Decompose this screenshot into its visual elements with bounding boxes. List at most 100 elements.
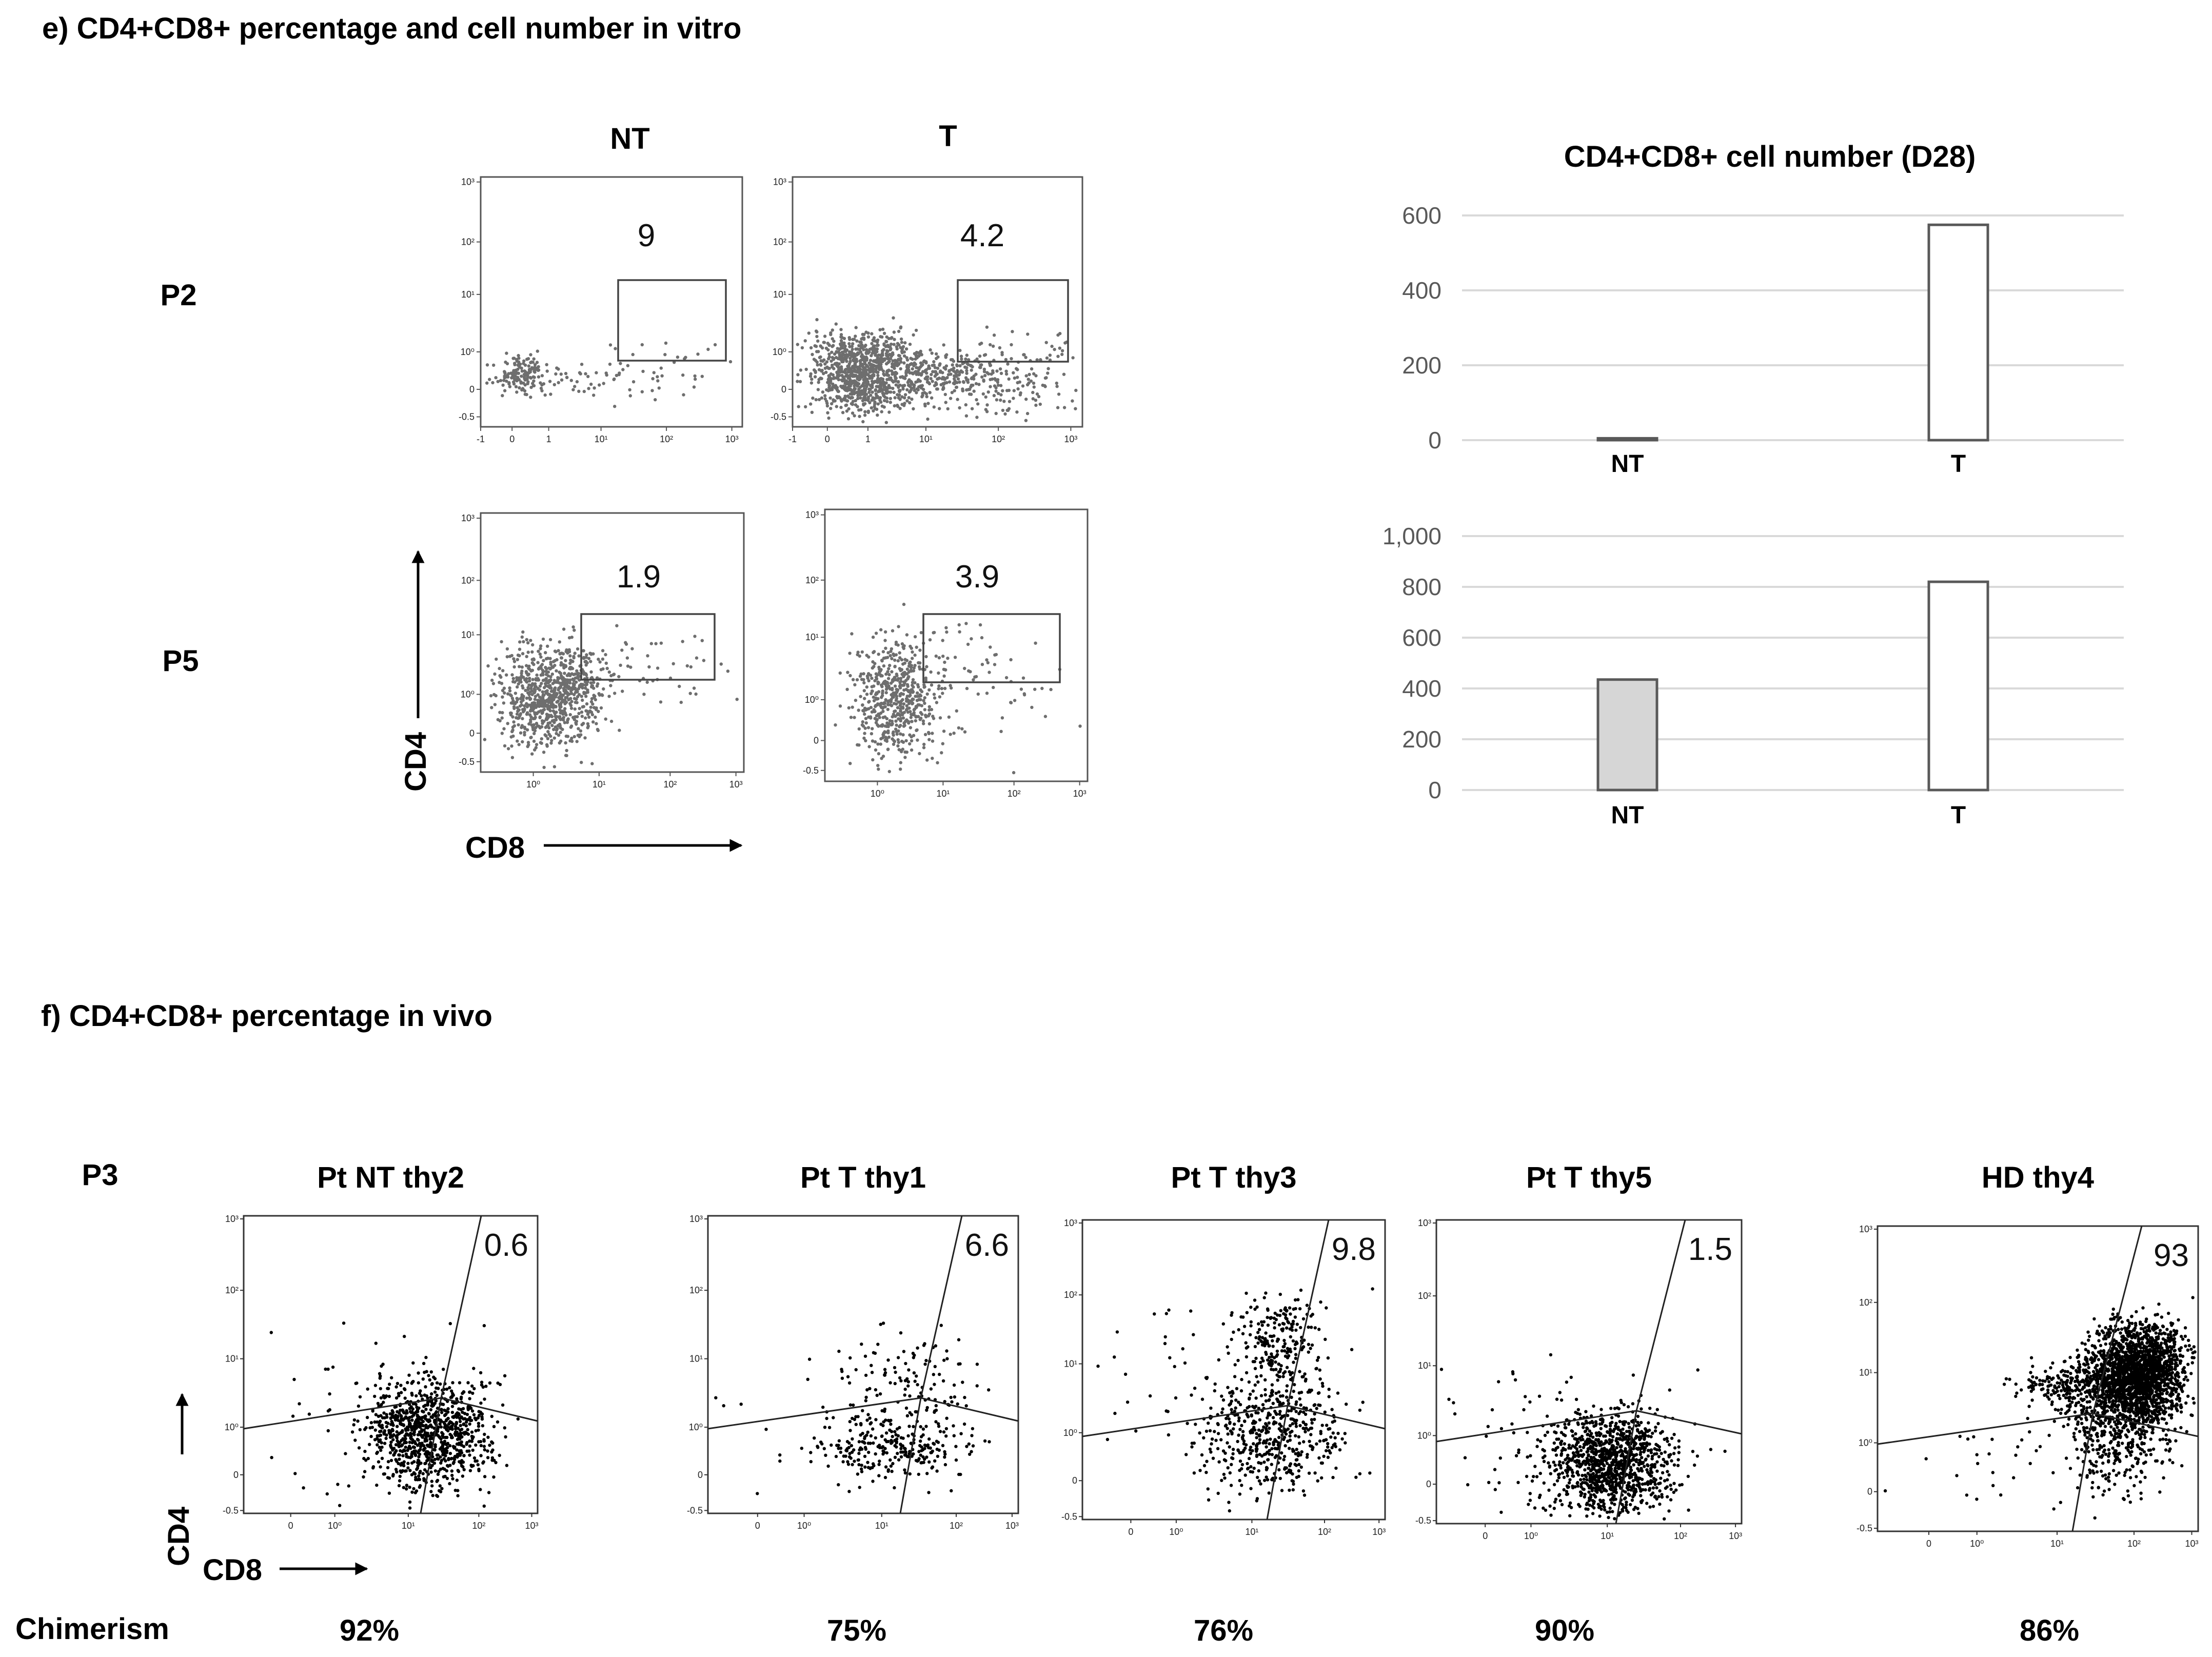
event-dot <box>532 658 536 662</box>
y-tick-label: 10³ <box>805 510 819 520</box>
event-dot <box>846 394 850 398</box>
event-dot <box>833 352 837 356</box>
event-dot <box>939 369 942 373</box>
event-dot <box>864 373 867 377</box>
event-dot <box>944 364 949 368</box>
event-dot <box>960 357 963 361</box>
event-dot <box>597 657 600 661</box>
event-dot <box>882 664 886 668</box>
event-dot <box>400 1438 403 1443</box>
event-dot <box>873 1351 877 1355</box>
event-dot <box>529 367 533 371</box>
event-dot <box>859 695 862 698</box>
event-dot <box>536 693 540 697</box>
event-dot <box>1266 1358 1270 1362</box>
event-dot <box>980 375 984 379</box>
event-dot <box>688 692 692 695</box>
event-dot <box>982 370 986 373</box>
event-dot <box>859 1446 862 1450</box>
event-dot <box>817 381 820 384</box>
y-tick-label: 10² <box>773 237 786 247</box>
event-dot <box>388 1383 391 1386</box>
event-dot <box>856 391 860 395</box>
event-dot <box>421 1424 425 1427</box>
event-dot <box>796 343 800 346</box>
event-dot <box>823 1426 827 1429</box>
row-label-p2: P2 <box>161 279 197 312</box>
event-dot <box>902 674 905 678</box>
event-dot <box>952 1383 956 1387</box>
event-dot <box>902 1350 906 1353</box>
event-dot <box>840 1376 844 1380</box>
event-dot <box>390 1409 394 1413</box>
event-dot <box>881 692 884 695</box>
x-tick-label: 1 <box>546 434 551 444</box>
event-dot <box>1012 389 1016 392</box>
event-dot <box>947 369 951 373</box>
event-dot <box>452 1446 456 1450</box>
event-dot <box>842 1454 846 1458</box>
event-dot <box>578 735 581 739</box>
event-dot <box>482 1460 485 1464</box>
event-dot <box>555 711 558 714</box>
event-dot <box>890 1438 893 1442</box>
event-dot <box>429 1370 433 1374</box>
event-dot <box>998 367 1002 371</box>
event-dot <box>856 397 860 400</box>
event-dot <box>412 1487 416 1491</box>
event-dot <box>399 1449 402 1453</box>
event-dot <box>887 667 891 670</box>
event-dot <box>858 340 862 344</box>
event-dot <box>929 670 933 674</box>
event-dot <box>877 359 881 363</box>
event-dot <box>416 1414 419 1418</box>
event-dot <box>957 623 961 627</box>
event-dot <box>856 382 860 385</box>
event-dot <box>395 1436 399 1439</box>
event-dot <box>416 1464 420 1468</box>
event-dot <box>913 1353 916 1357</box>
event-dot <box>934 1404 938 1408</box>
event-dot <box>847 342 851 346</box>
event-dot <box>506 747 510 751</box>
event-dot <box>991 344 995 348</box>
event-dot <box>778 1459 782 1463</box>
event-dot <box>925 665 929 668</box>
event-dot <box>898 393 901 397</box>
event-dot <box>872 699 876 703</box>
event-dot <box>966 642 970 646</box>
event-dot <box>486 664 490 668</box>
event-dot <box>809 1460 813 1464</box>
event-dot <box>891 352 895 357</box>
event-dot <box>1256 1380 1260 1384</box>
event-dot <box>927 722 932 726</box>
event-dot <box>943 1452 947 1456</box>
event-dot <box>432 1462 437 1465</box>
event-dot <box>488 1381 492 1385</box>
event-dot <box>875 365 879 369</box>
event-dot <box>396 1425 399 1428</box>
event-dot <box>857 352 860 356</box>
event-dot <box>884 736 887 739</box>
event-dot <box>549 699 552 703</box>
event-dot <box>1275 1349 1279 1353</box>
event-dot <box>379 1429 383 1433</box>
event-dot <box>860 371 864 374</box>
event-dot <box>521 686 525 690</box>
event-dot <box>1024 419 1028 422</box>
event-dot <box>897 729 900 733</box>
event-dot <box>1055 381 1058 385</box>
event-dot <box>1288 1306 1292 1310</box>
event-dot <box>832 339 836 343</box>
event-dot <box>411 1407 414 1411</box>
event-dot <box>398 1474 402 1478</box>
event-dot <box>886 1469 890 1473</box>
event-dot <box>1247 1380 1251 1384</box>
event-dot <box>907 1368 911 1372</box>
event-dot <box>405 1484 409 1488</box>
bar-y-tick: 0 <box>1428 777 1441 803</box>
event-dot <box>483 738 487 741</box>
event-dot <box>496 718 500 722</box>
